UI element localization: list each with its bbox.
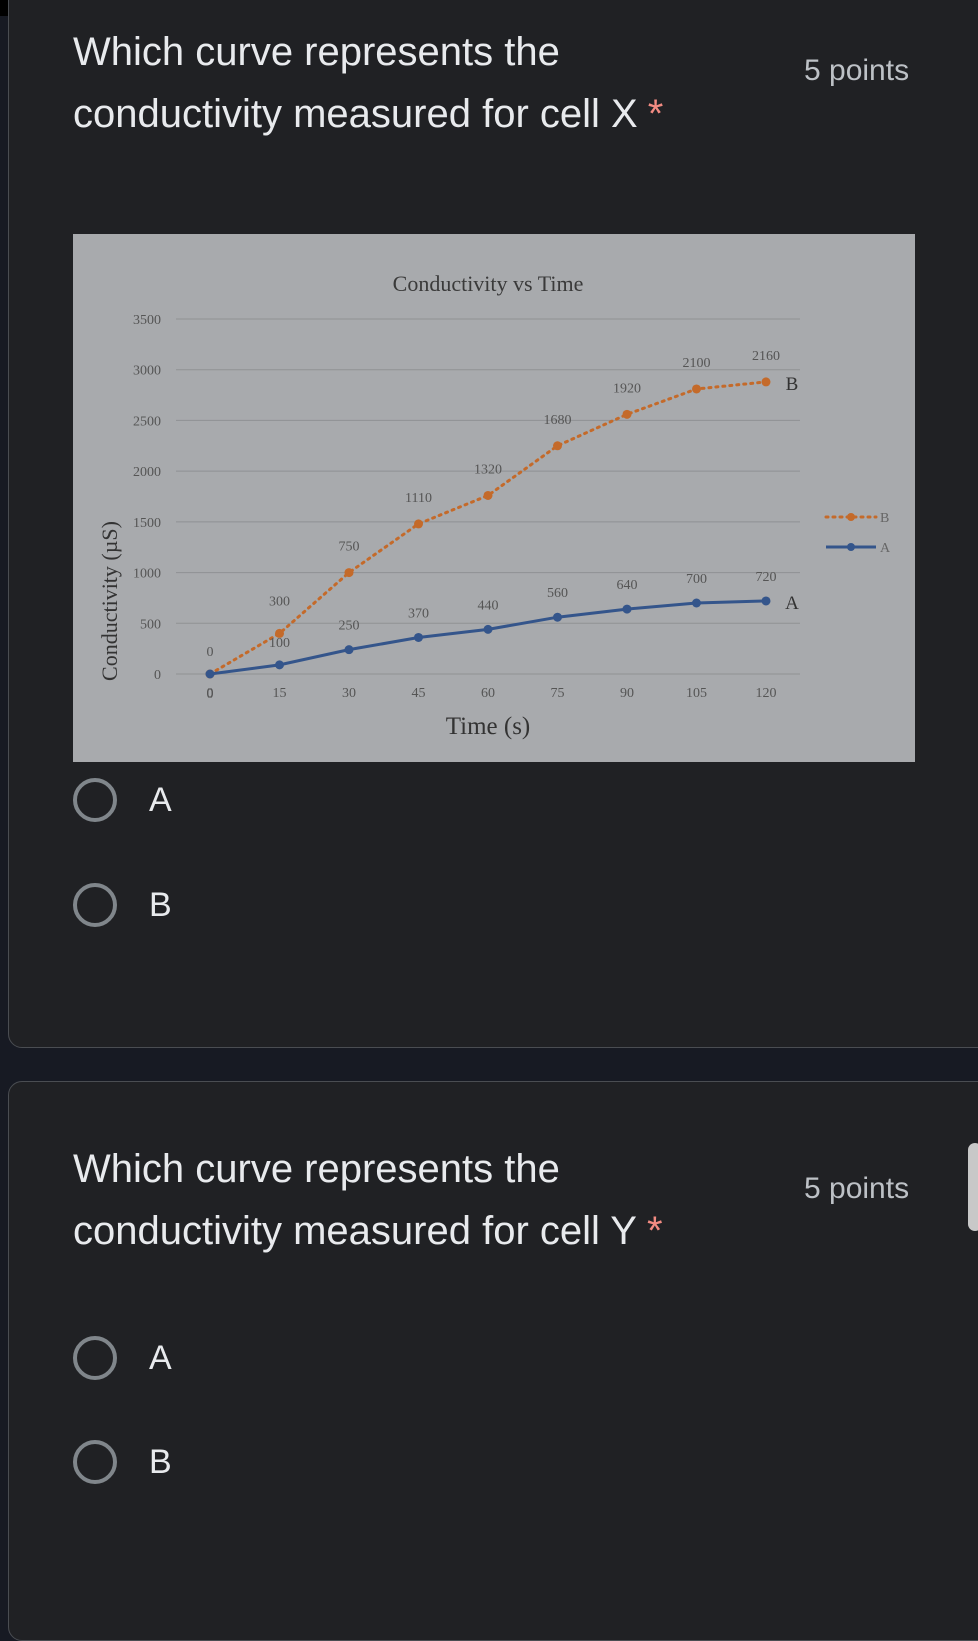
chart-legend: BA (824, 511, 891, 556)
question-title: Which curve represents the conductivity … (73, 21, 713, 145)
data-label: 2100 (683, 356, 711, 371)
radio-button-icon[interactable] (73, 778, 117, 822)
question-title: Which curve represents the conductivity … (73, 1138, 713, 1262)
data-point (622, 604, 632, 614)
y-tick-label: 3500 (133, 313, 161, 328)
x-tick-label: 0 (207, 686, 214, 701)
y-tick-label: 1500 (133, 516, 161, 531)
series-end-label: A (785, 593, 799, 614)
data-label: 700 (686, 572, 707, 587)
y-axis-label: Conductivity (µS) (97, 521, 122, 681)
radio-button-icon[interactable] (73, 1336, 117, 1380)
y-tick-label: 2000 (133, 465, 161, 480)
question-text: Which curve represents the conductivity … (73, 1147, 637, 1253)
data-label: 1680 (544, 413, 572, 428)
data-label: 560 (547, 586, 568, 601)
data-point (483, 490, 493, 500)
data-label: 250 (339, 619, 360, 634)
data-point (553, 441, 562, 451)
data-label: 750 (339, 540, 360, 555)
y-tick-label: 3000 (133, 364, 161, 379)
data-point (761, 596, 771, 606)
x-tick-label: 60 (481, 686, 495, 701)
x-tick-label: 90 (620, 686, 634, 701)
option-b[interactable]: B (73, 1434, 172, 1490)
chart-title: Conductivity vs Time (393, 271, 584, 296)
radio-button-icon[interactable] (73, 1440, 117, 1484)
radio-button-icon[interactable] (73, 883, 117, 927)
legend-marker (847, 543, 855, 551)
option-label: B (149, 1442, 172, 1481)
data-label: 640 (617, 578, 638, 593)
legend-label: A (880, 541, 891, 556)
option-a[interactable]: A (73, 772, 172, 828)
data-label: 1920 (613, 381, 641, 396)
data-point (275, 660, 284, 670)
data-point (344, 568, 354, 578)
data-point (414, 519, 423, 529)
x-tick-label: 105 (686, 686, 707, 701)
data-label: 440 (478, 598, 499, 613)
data-point (692, 598, 701, 608)
data-point (414, 632, 423, 642)
x-axis-label: Time (s) (446, 713, 531, 740)
scrollbar-handle[interactable] (968, 1143, 978, 1231)
series-end-label: B (786, 374, 799, 395)
data-label: 370 (408, 606, 429, 621)
points-label: 5 points (804, 1172, 910, 1205)
data-label: 2160 (752, 349, 780, 364)
x-tick-label: 15 (273, 686, 287, 701)
x-tick-labels: 0 15 30 45 60 75 90 105 120 (207, 686, 777, 701)
data-label: 1110 (405, 491, 432, 506)
x-tick-label: 45 (412, 686, 426, 701)
y-tick-label: 2500 (133, 414, 161, 429)
data-label: 1320 (474, 462, 502, 477)
y-tick-labels: 0 500 1000 1500 2000 2500 3000 3500 (133, 313, 161, 683)
x-tick-label: 75 (551, 686, 565, 701)
data-point (344, 645, 354, 655)
data-label: 300 (269, 594, 290, 609)
data-label: 0 (207, 687, 214, 702)
question-text: Which curve represents the conductivity … (73, 30, 638, 136)
option-label: B (149, 885, 172, 924)
data-point (553, 612, 562, 622)
data-point (622, 409, 632, 419)
x-tick-label: 30 (342, 686, 356, 701)
legend-marker (847, 513, 855, 521)
data-point (205, 669, 215, 679)
option-label: A (149, 1338, 172, 1377)
y-tick-label: 0 (154, 668, 161, 683)
data-point (483, 624, 493, 634)
option-a[interactable]: A (73, 1330, 172, 1386)
data-label: 100 (269, 636, 290, 651)
required-mark: * (647, 92, 664, 136)
question-card-2: Which curve represents the conductivity … (8, 1081, 978, 1641)
chart-series: 0 300 750 1110 1320 1680 1920 2100 2160 B 0 100 250 3… (205, 349, 799, 702)
data-point (692, 384, 701, 394)
data-point (275, 628, 284, 638)
required-mark: * (646, 1209, 663, 1253)
option-b[interactable]: B (73, 877, 172, 933)
data-label: 0 (207, 645, 214, 660)
option-label: A (149, 780, 172, 819)
y-tick-label: 1000 (133, 567, 161, 582)
series-line-b (208, 380, 768, 676)
legend-label: B (880, 511, 889, 526)
x-tick-label: 120 (756, 686, 777, 701)
conductivity-chart: Conductivity vs Time Time (s) Conductivi… (97, 271, 891, 740)
data-label: 720 (756, 570, 777, 585)
y-tick-label: 500 (140, 617, 161, 632)
grid-lines (176, 318, 800, 675)
question-image-chart: Conductivity vs Time Time (s) Conductivi… (73, 234, 915, 762)
points-label: 5 points (804, 54, 910, 87)
data-point (761, 377, 771, 387)
